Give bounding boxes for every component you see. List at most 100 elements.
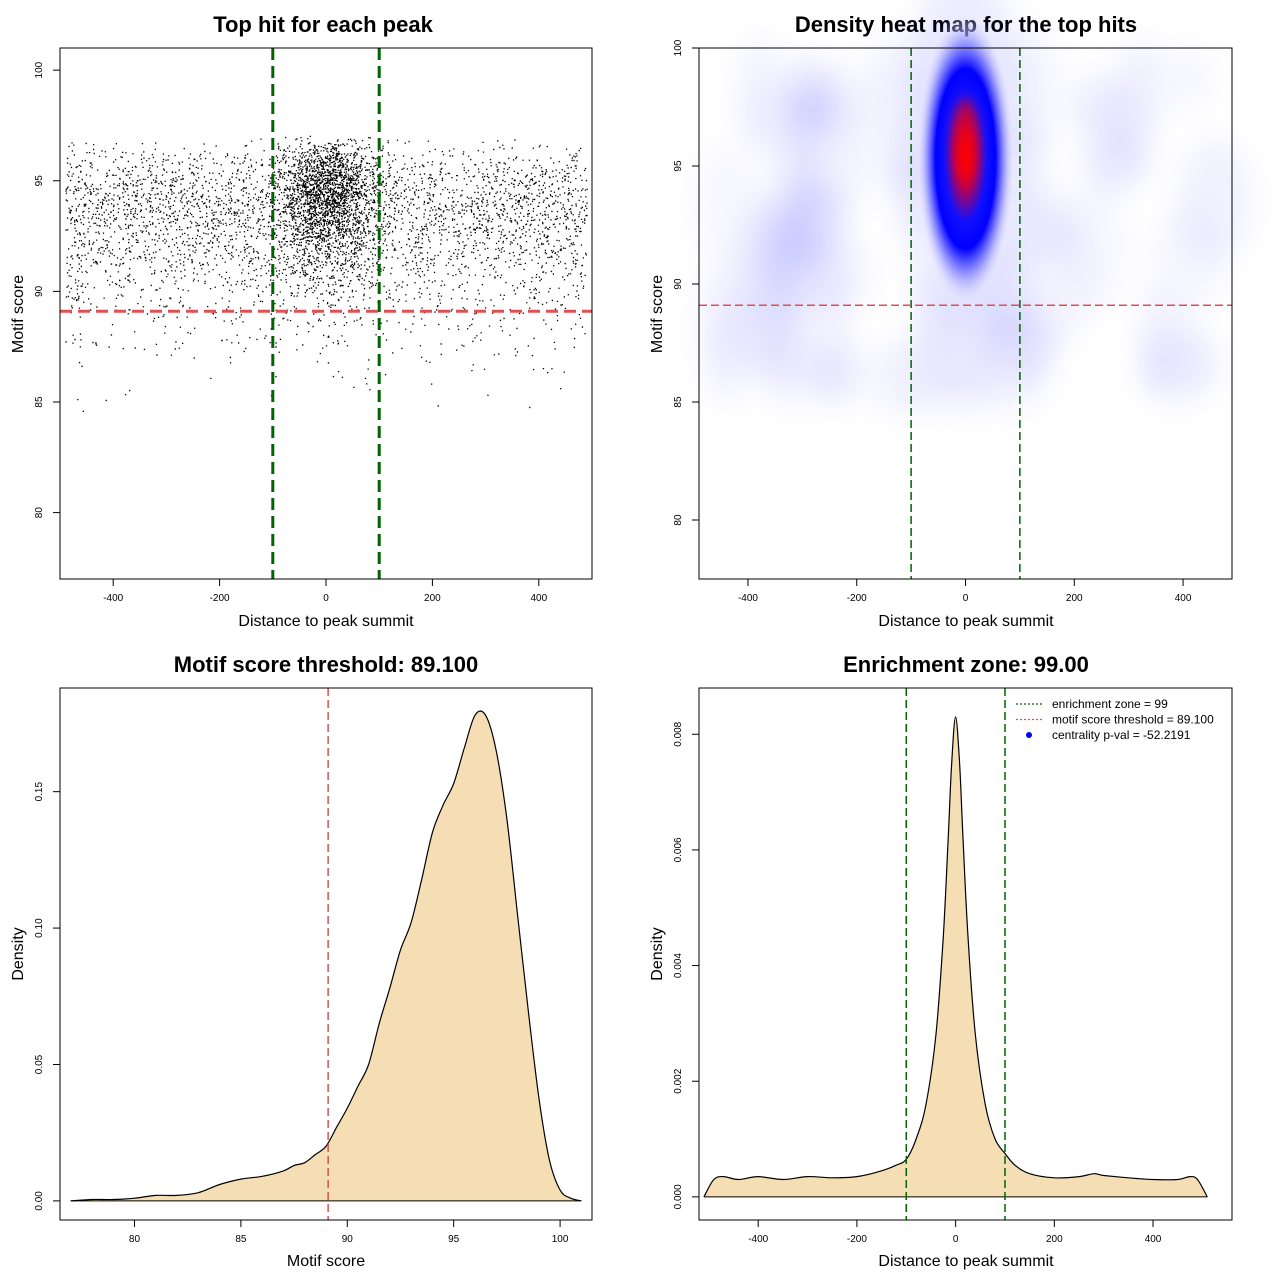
enrichment-zone-lines (905, 688, 1006, 1220)
scatter-y-ticks: 80 85 90 95 100 (34, 61, 60, 518)
score-density-curve (70, 710, 582, 1202)
heatmap-haze-blob (1085, 112, 1127, 188)
heatmap-x-ticks: -400 -200 0 200 400 (738, 579, 1192, 604)
x-tick-label: 0 (953, 1234, 959, 1245)
scatter-title: Top hit for each peak (213, 12, 433, 37)
y-tick-label: 90 (673, 278, 684, 290)
scatter-reference-lines (60, 48, 592, 579)
density-area-fill (703, 716, 1208, 1197)
enrichment-legend: enrichment zone = 99 motif score threshol… (1016, 697, 1214, 742)
heatmap-haze-blob (745, 256, 802, 378)
x-tick-label: 0 (963, 593, 969, 604)
y-tick-label: 95 (673, 160, 684, 172)
legend-entry-label: enrichment zone = 99 (1052, 697, 1168, 711)
y-tick-label: 0.008 (673, 721, 684, 746)
y-tick-label: 80 (673, 514, 684, 526)
heatmap-haze-blob (1007, 190, 1080, 263)
panel-score-density: Motif score threshold: 89.100 80 85 90 95 10… (10, 652, 593, 1270)
heatmap-haze-blob (756, 314, 814, 400)
x-tick-label: 80 (129, 1234, 141, 1245)
heatmap-reference-lines (699, 48, 1232, 579)
heatmap-haze-blob (781, 51, 819, 131)
heatmap-haze-blob (700, 249, 749, 380)
x-tick-label: -400 (738, 593, 758, 604)
legend-marker-point (1026, 732, 1032, 738)
heatmap-haze-blob (1070, 71, 1132, 133)
x-tick-label: 0 (323, 593, 329, 604)
enrichment-plot-box (698, 687, 1233, 1221)
y-tick-label: 0.002 (673, 1068, 684, 1093)
x-tick-label: -200 (210, 593, 230, 604)
scatter-y-label: Motif score (10, 275, 27, 353)
heatmap-haze-blob (810, 342, 861, 404)
panel-scatter: Top hit for each peak -400 -200 0 200 400 80… (10, 12, 593, 630)
x-tick-label: 85 (235, 1234, 247, 1245)
x-tick-label: -400 (103, 593, 123, 604)
heatmap-haze-blob (805, 71, 842, 141)
heatmap-peak-core (953, 97, 978, 178)
scatter-points (65, 135, 588, 412)
legend-entry-label: centrality p-val = -52.2191 (1052, 728, 1191, 742)
y-tick-label: 90 (34, 285, 45, 297)
heatmap-x-label: Distance to peak summit (878, 613, 1054, 630)
enrichment-y-label: Density (649, 927, 666, 980)
scatter-plot-box (59, 47, 593, 580)
x-tick-label: -200 (847, 1234, 867, 1245)
legend-entry-label: motif score threshold = 89.100 (1052, 713, 1214, 727)
heatmap-haze-blob (1095, 124, 1153, 192)
heatmap-y-label: Motif score (649, 275, 666, 353)
x-tick-label: 200 (1066, 593, 1083, 604)
y-tick-label: 100 (673, 39, 684, 56)
y-tick-label: 85 (673, 396, 684, 408)
score-density-x-label: Motif score (287, 1253, 365, 1270)
x-tick-label: 200 (424, 593, 441, 604)
x-tick-label: 400 (530, 593, 547, 604)
x-tick-label: 90 (342, 1234, 354, 1245)
y-tick-label: 95 (34, 175, 45, 187)
x-tick-label: 95 (448, 1234, 460, 1245)
heatmap-haze-blob (860, 335, 933, 415)
enrichment-x-ticks: -400 -200 0 200 400 (748, 1220, 1162, 1245)
score-density-plot-box (59, 687, 593, 1221)
enrichment-density-curve (703, 716, 1208, 1198)
x-tick-label: 400 (1145, 1234, 1162, 1245)
x-tick-label: -200 (847, 593, 867, 604)
scatter-x-ticks: -400 -200 0 200 400 (103, 579, 548, 604)
score-density-x-ticks: 80 85 90 95 100 (129, 1220, 569, 1245)
y-tick-label: 0.004 (673, 953, 684, 978)
x-tick-label: 200 (1046, 1234, 1063, 1245)
panel-heatmap: Density heat map for the top hits -400-2… (649, 0, 1252, 630)
y-tick-label: 85 (34, 396, 45, 408)
heatmap-haze-blob (1178, 137, 1252, 265)
score-density-title: Motif score threshold: 89.100 (174, 652, 478, 677)
density-curve-line (70, 710, 582, 1202)
enrichment-title: Enrichment zone: 99.00 (843, 652, 1089, 677)
scatter-x-label: Distance to peak summit (238, 613, 414, 630)
heatmap-haze-blob (736, 35, 784, 147)
y-tick-label: 100 (34, 61, 45, 78)
x-tick-label: -400 (748, 1234, 768, 1245)
y-tick-label: 0.15 (34, 782, 45, 802)
y-tick-label: 0.006 (673, 837, 684, 862)
heatmap-haze-blob (1125, 38, 1179, 130)
y-tick-label: 0.000 (673, 1184, 684, 1209)
density-curve-line (703, 716, 1208, 1198)
x-tick-label: 400 (1175, 593, 1192, 604)
score-density-y-ticks: 0.00 0.05 0.10 0.15 (34, 782, 60, 1211)
scatter-point-cloud (65, 135, 588, 412)
y-tick-label: 0.05 (34, 1054, 45, 1074)
panel-enrichment: Enrichment zone: 99.00 -400 -200 0 200 400 0… (649, 652, 1233, 1270)
density-area-fill (70, 711, 582, 1201)
heatmap-haze-blob (805, 233, 872, 314)
heatmap-haze-blob (1173, 46, 1216, 110)
score-density-y-label: Density (10, 927, 27, 980)
enrichment-x-label: Distance to peak summit (878, 1253, 1054, 1270)
y-tick-label: 0.10 (34, 918, 45, 938)
y-tick-label: 0.00 (34, 1191, 45, 1211)
y-tick-label: 80 (34, 507, 45, 519)
enrichment-y-ticks: 0.000 0.002 0.004 0.006 0.008 (673, 721, 699, 1209)
heatmap-density (699, 0, 1252, 579)
heatmap-haze-blob (1137, 282, 1174, 403)
x-tick-label: 100 (552, 1234, 569, 1245)
